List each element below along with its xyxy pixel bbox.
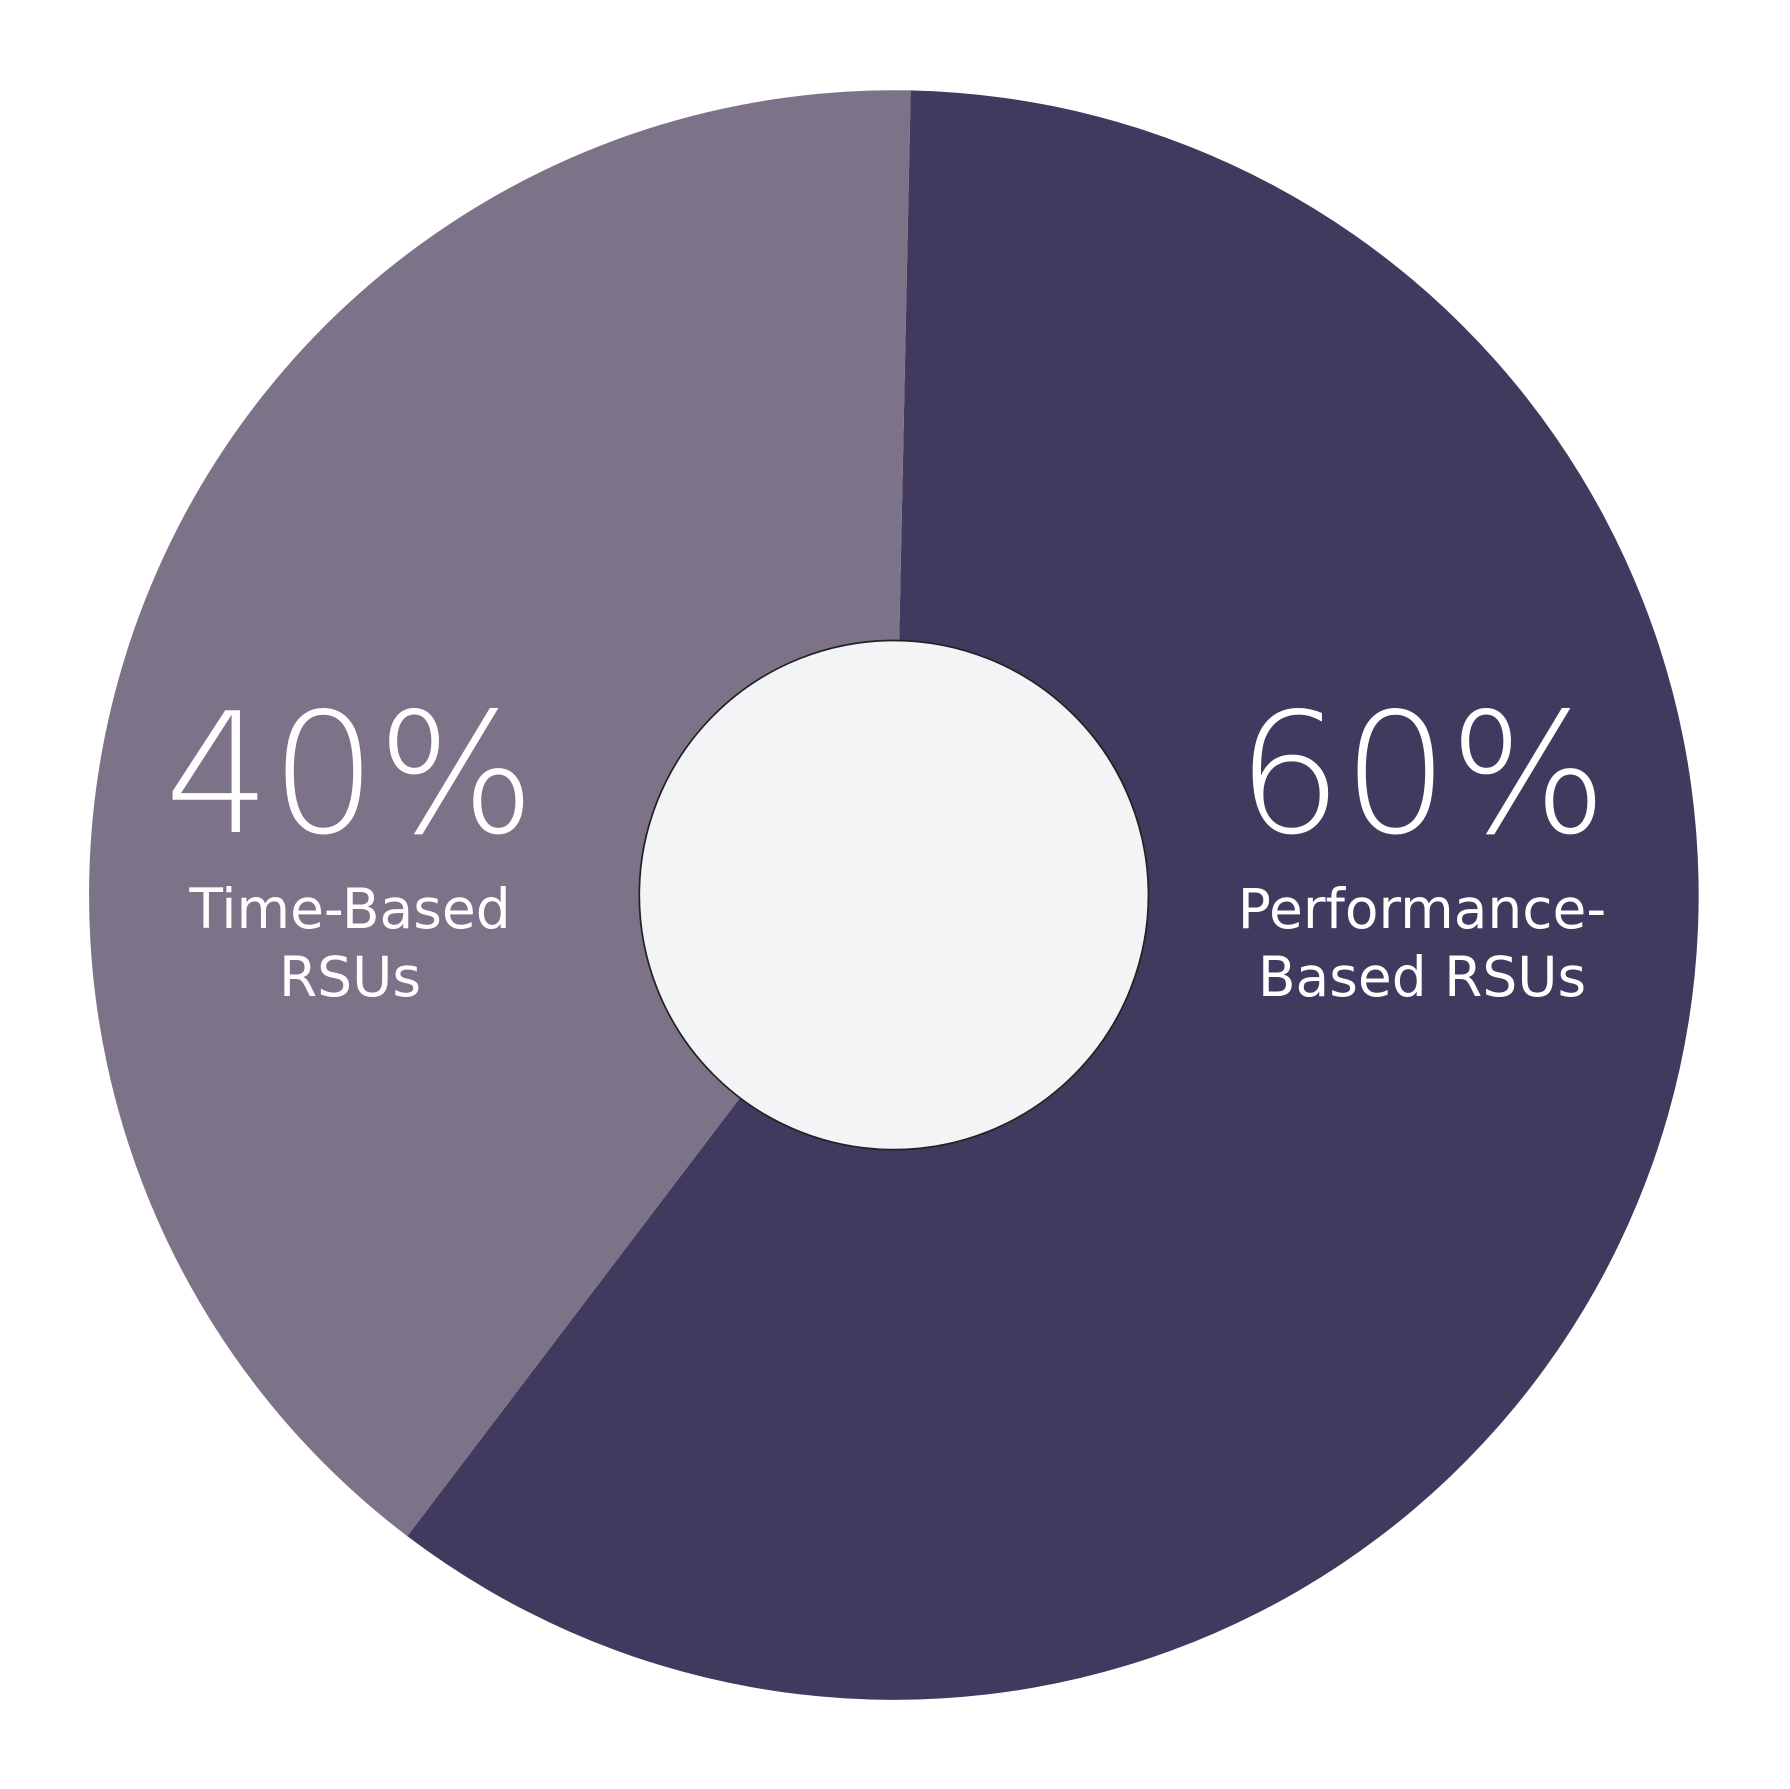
slice-label-time-line2: RSUs <box>278 945 422 1009</box>
donut-hole <box>638 639 1150 1151</box>
pie-slice-1 <box>89 90 911 1537</box>
slice-value-label-performance: 60% <box>1236 678 1608 872</box>
slice-value-label-time: 40% <box>164 678 536 872</box>
slice-label-performance-line1: Performance- <box>1237 877 1607 941</box>
slice-label-time-line1: Time-Based <box>189 877 511 941</box>
slice-label-time: 40% Time-Based RSUs <box>90 675 610 1011</box>
slice-label-performance: 60% Performance- Based RSUs <box>1162 675 1682 1011</box>
slice-label-performance-line2: Based RSUs <box>1257 945 1587 1009</box>
